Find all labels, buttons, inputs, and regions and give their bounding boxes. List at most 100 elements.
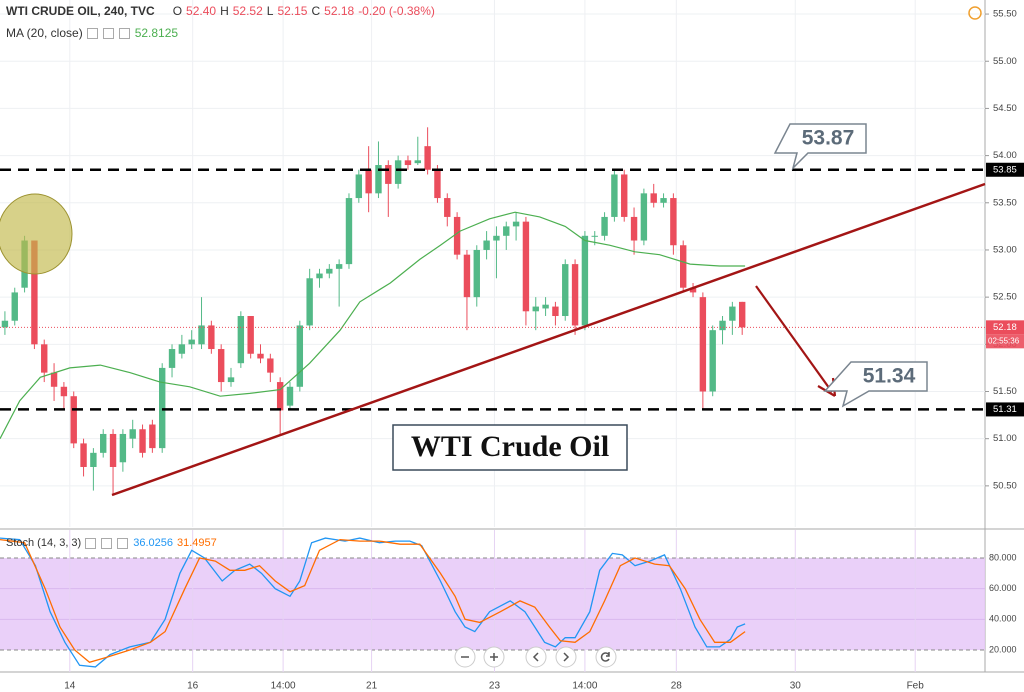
candle-body [444, 198, 451, 217]
arrow-shaft [755, 285, 833, 393]
nav-icon [532, 652, 539, 662]
ohlc-label: H [220, 4, 229, 18]
candle-body [473, 249, 480, 298]
stoch-d-value: 31.4957 [176, 537, 217, 549]
stoch-name[interactable]: Stoch (14, 3, 3) [6, 537, 82, 549]
x-tick-label: 23 [489, 681, 501, 692]
ohlc-value: 52.52 [232, 4, 263, 18]
candle-body [660, 198, 667, 203]
x-tick-label: Feb [907, 681, 925, 692]
candle-body [41, 344, 48, 373]
candle-body [109, 433, 117, 467]
ohlc-value: 52.40 [186, 4, 217, 18]
candle-body [100, 433, 107, 453]
stoch-k-value: 36.0256 [133, 537, 173, 549]
candle-body [345, 198, 353, 265]
candle-body [512, 221, 520, 227]
ma-name[interactable]: MA (20, close) [6, 26, 83, 40]
highlight-circle [0, 193, 73, 275]
candle-body [188, 339, 195, 345]
callout-label: 51.34 [863, 365, 916, 388]
candle-body [316, 273, 323, 279]
candle-body [365, 169, 372, 194]
x-tick-label: 30 [790, 681, 802, 692]
stoch-legend: Stoch (14, 3, 3) 36.0256 31.4957 [6, 537, 217, 549]
candle-body [90, 452, 97, 467]
candle-body [70, 396, 77, 444]
candle-body [11, 292, 18, 321]
candle-body [630, 216, 638, 241]
price-badge-label: 52.18 [993, 322, 1017, 333]
candle-body [552, 306, 559, 317]
candle-body [139, 429, 146, 453]
icon[interactable] [118, 27, 130, 39]
icon[interactable] [85, 537, 97, 549]
level-badge [986, 162, 1024, 177]
candle-body [601, 216, 608, 236]
icon[interactable] [117, 537, 129, 549]
ohlc-value: 52.15 [277, 4, 308, 18]
candle-body [483, 240, 490, 250]
nav-button[interactable] [595, 646, 617, 668]
nav-button-bg [595, 646, 617, 668]
x-tick-label: 28 [671, 681, 683, 692]
nav-button-bg [525, 646, 547, 668]
candle-body [198, 325, 205, 345]
candle-body [670, 198, 677, 246]
nav-button[interactable] [483, 646, 505, 668]
candle-body [434, 169, 441, 199]
candle-body [335, 264, 343, 269]
candle-body [414, 160, 421, 164]
y-tick-label: 52.50 [993, 292, 1017, 303]
y-tick-label: 50.50 [993, 480, 1017, 491]
icon[interactable] [86, 27, 98, 39]
candle-body [326, 268, 333, 274]
candle-body [571, 264, 579, 326]
ohlc-label: O [172, 4, 183, 18]
icon[interactable] [102, 27, 114, 39]
change: -0.20 (-0.38%) [358, 4, 435, 18]
nav-icon [490, 653, 498, 661]
candle-body [738, 301, 746, 328]
candle-body [532, 306, 539, 312]
x-tick-label: 14:00 [572, 681, 597, 692]
candle-body [1, 320, 9, 328]
candle-body [709, 330, 716, 392]
candle-body [581, 235, 589, 326]
candle-body [286, 386, 294, 406]
candle-body [394, 160, 402, 184]
candle-body [463, 254, 471, 298]
candle-body [719, 320, 726, 331]
candle-body [640, 193, 648, 241]
y-tick-label: 60.000 [989, 583, 1017, 593]
candle-body [424, 146, 431, 170]
candle-body [591, 235, 598, 237]
countdown-badge [986, 334, 1024, 349]
x-tick-label: 21 [366, 681, 378, 692]
x-tick-label: 14:00 [271, 681, 296, 692]
callout-box [773, 123, 867, 171]
icon[interactable] [101, 537, 113, 549]
x-tick-label: 14 [64, 681, 76, 692]
nav-button[interactable] [555, 646, 577, 668]
ohlc-label: L [266, 4, 274, 18]
callout-box [823, 361, 928, 408]
y-tick-label: 53.00 [993, 244, 1017, 255]
nav-button[interactable] [454, 646, 476, 668]
candle-body [621, 174, 628, 217]
candle-body [562, 264, 569, 317]
candle-body [493, 235, 500, 241]
alert-icon [968, 6, 982, 20]
nav-icon [600, 652, 610, 662]
y-tick-label: 55.00 [993, 56, 1017, 67]
symbol[interactable]: WTI CRUDE OIL, 240, TVC [6, 4, 155, 18]
ma-legend: MA (20, close) 52.8125 [6, 26, 178, 40]
y-tick-label: 51.50 [993, 386, 1017, 397]
y-tick-label: 53.50 [993, 197, 1017, 208]
y-tick-label: 80.000 [989, 552, 1017, 562]
candle-body [178, 344, 186, 354]
nav-button[interactable] [525, 646, 547, 668]
candle-body [80, 443, 87, 467]
